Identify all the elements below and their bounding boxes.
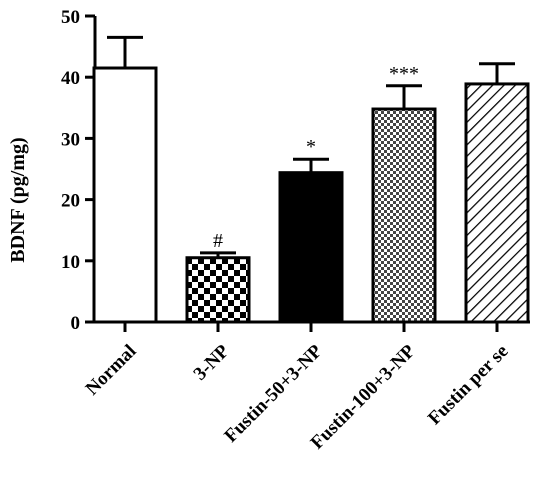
bar (185, 256, 251, 324)
x-tick-label: Fustin-50+3-NP (220, 340, 326, 446)
significance-label: * (306, 136, 316, 158)
bar (278, 171, 344, 324)
significance-label: *** (389, 63, 419, 85)
y-axis-label: BDNF (pg/mg) (7, 137, 29, 262)
y-tick-label: 30 (61, 129, 80, 150)
y-axis: 0 10 20 30 40 50 (61, 7, 97, 334)
x-tick-label: Fustin per se (424, 341, 513, 430)
bars: #**** (92, 35, 530, 324)
y-tick-label: 20 (61, 191, 80, 212)
y-tick-label: 50 (61, 7, 80, 28)
significance-label: # (213, 230, 223, 252)
y-tick-label: 0 (71, 313, 81, 334)
y-tick-label: 10 (61, 252, 80, 273)
bar (92, 66, 158, 324)
x-tick-label: 3-NP (190, 340, 234, 384)
y-tick-label: 40 (61, 68, 80, 89)
x-tick-label: Normal (82, 341, 141, 400)
bar (464, 82, 530, 324)
bar (371, 107, 437, 324)
